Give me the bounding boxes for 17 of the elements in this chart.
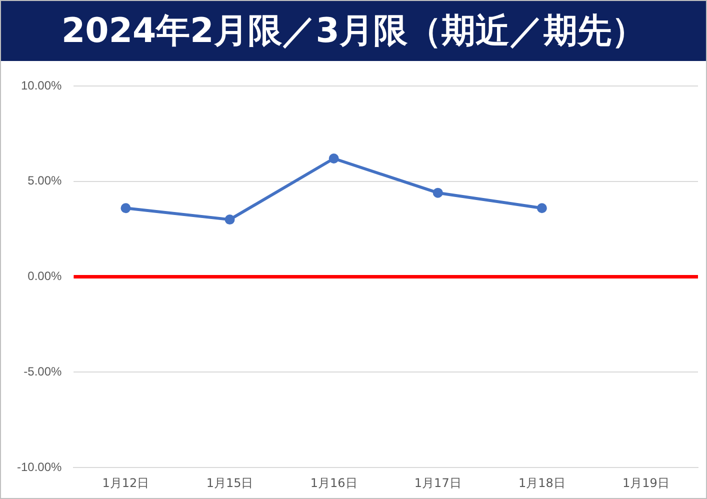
x-tick-label: 1月17日 (414, 476, 462, 490)
x-tick-label: 1月15日 (206, 476, 254, 490)
x-tick-label: 1月18日 (518, 476, 566, 490)
y-tick-label: 5.00% (28, 174, 62, 188)
point (536, 203, 547, 214)
y-tick-label: -5.00% (24, 364, 62, 379)
y-tick-label: 10.00% (20, 78, 62, 92)
point (328, 154, 339, 164)
x-tick-label: 1月12日 (102, 476, 150, 490)
x-tick-label: 1月16日 (310, 476, 358, 490)
x-tick-label: 1月19日 (622, 476, 670, 490)
y-tick-label: 0.00% (28, 269, 62, 284)
point (432, 188, 443, 198)
point (224, 214, 235, 225)
y-tick-label: -10.00% (16, 460, 62, 474)
chart-title: 2024年2月限／3月限（期近／期先） (1, 1, 706, 61)
point (120, 203, 131, 214)
